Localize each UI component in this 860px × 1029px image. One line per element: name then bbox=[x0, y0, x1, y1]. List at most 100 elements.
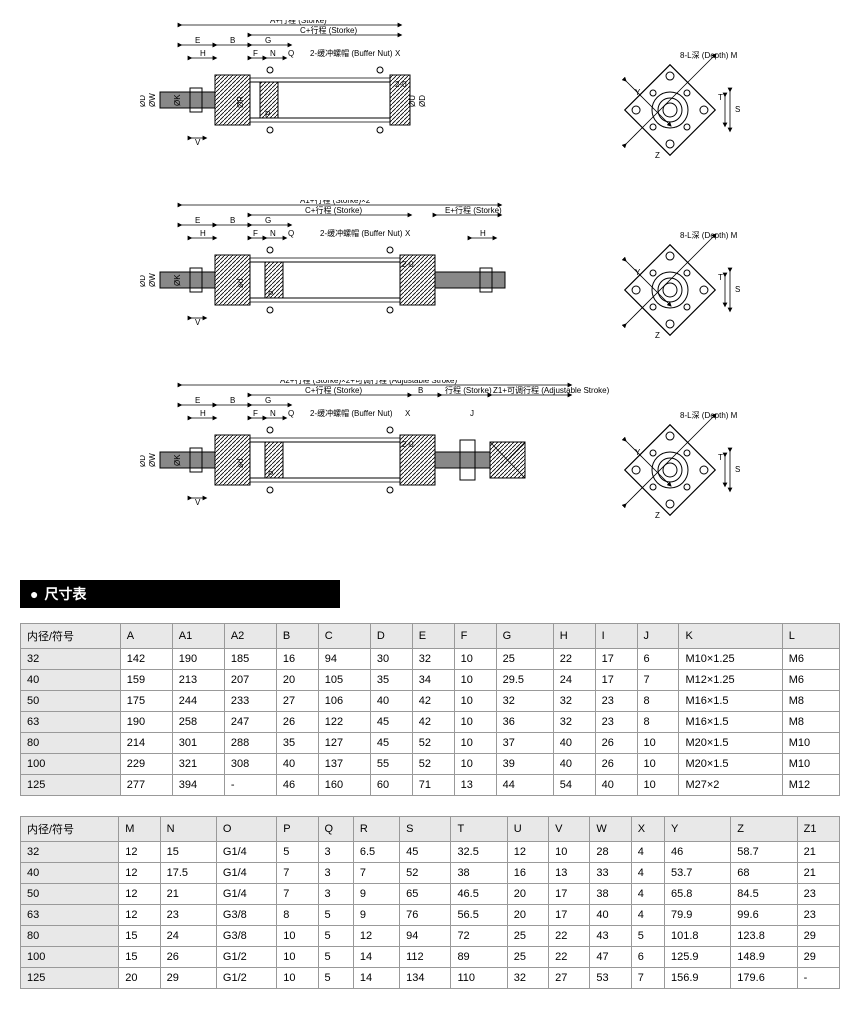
svg-text:ØU: ØU bbox=[408, 95, 417, 107]
svg-text:H: H bbox=[200, 49, 206, 58]
table-cell: 7 bbox=[277, 884, 318, 905]
table-cell: 8 bbox=[277, 905, 318, 926]
table-cell: 4 bbox=[631, 863, 664, 884]
svg-text:ØD: ØD bbox=[140, 275, 147, 287]
table-cell: 21 bbox=[160, 884, 216, 905]
table-header: X bbox=[631, 817, 664, 842]
dim-label: A1+行程 (Storke)×2 bbox=[300, 200, 371, 205]
svg-text:P: P bbox=[268, 290, 273, 299]
table-cell: 10 bbox=[454, 691, 496, 712]
svg-text:E: E bbox=[195, 216, 200, 225]
buffer-label: 2-缓冲螺帽 (Buffer Nut) bbox=[320, 228, 403, 238]
cylinder-side-view-2: A1+行程 (Storke)×2 C+行程 (Storke) E+行程 (Sto… bbox=[140, 200, 560, 350]
table-cell: 15 bbox=[119, 947, 160, 968]
table-cell: 17 bbox=[549, 884, 590, 905]
table-cell: G1/2 bbox=[216, 968, 276, 989]
svg-text:N: N bbox=[270, 229, 276, 238]
table-cell: 39 bbox=[496, 754, 553, 775]
svg-text:V: V bbox=[195, 138, 201, 147]
cylinder-end-view-3: 8-L深 (Depth) M Y Z S T bbox=[610, 410, 760, 530]
table-cell: 47 bbox=[590, 947, 631, 968]
table-cell: G1/4 bbox=[216, 884, 276, 905]
table-cell: 23 bbox=[595, 691, 637, 712]
svg-text:ØK: ØK bbox=[173, 94, 182, 106]
table-cell: 3 bbox=[318, 863, 353, 884]
table-cell: 42 bbox=[412, 691, 454, 712]
table-cell: 79.9 bbox=[664, 905, 730, 926]
table-cell: 7 bbox=[631, 968, 664, 989]
table-cell: 6 bbox=[631, 947, 664, 968]
dim-label: C+行程 (Storke) bbox=[305, 205, 362, 215]
cylinder-end-view-2: 8-L深 (Depth) M Y Z S T bbox=[610, 230, 760, 350]
dimensions-table-1: 内径/符号AA1A2BCDEFGHIJKL 321421901851694303… bbox=[20, 623, 840, 796]
table-cell: 26 bbox=[160, 947, 216, 968]
table-cell: 94 bbox=[318, 649, 370, 670]
table-row: 401217.5G1/47375238161333453.76821 bbox=[21, 863, 840, 884]
table-header: N bbox=[160, 817, 216, 842]
table-cell: 9 bbox=[353, 884, 399, 905]
table-row: 631223G3/88597656.5201740479.999.623 bbox=[21, 905, 840, 926]
table-row: 501221G1/47396546.5201738465.884.523 bbox=[21, 884, 840, 905]
svg-text:ød: ød bbox=[236, 279, 245, 288]
svg-text:ØW: ØW bbox=[148, 273, 157, 287]
table-cell: M16×1.5 bbox=[679, 712, 782, 733]
table-cell: 185 bbox=[224, 649, 276, 670]
table-cell: 20 bbox=[119, 968, 160, 989]
table-cell: 15 bbox=[119, 926, 160, 947]
table-cell: 110 bbox=[451, 968, 507, 989]
table-cell: M20×1.5 bbox=[679, 733, 782, 754]
table-cell: 10 bbox=[637, 754, 679, 775]
table-cell: 84.5 bbox=[731, 884, 797, 905]
table-cell: 5 bbox=[631, 926, 664, 947]
table-header: K bbox=[679, 624, 782, 649]
table-header: G bbox=[496, 624, 553, 649]
svg-text:ØK: ØK bbox=[173, 274, 182, 286]
table-cell: 10 bbox=[454, 733, 496, 754]
table-cell: 7 bbox=[353, 863, 399, 884]
table-cell: - bbox=[224, 775, 276, 796]
table-cell: 10 bbox=[454, 754, 496, 775]
table-cell: 175 bbox=[120, 691, 172, 712]
table-cell: 9 bbox=[353, 905, 399, 926]
table-header: B bbox=[276, 624, 318, 649]
table-cell: 12 bbox=[507, 842, 548, 863]
table-cell: 23 bbox=[797, 884, 839, 905]
table-cell: 159 bbox=[120, 670, 172, 691]
table-cell: 45 bbox=[370, 712, 412, 733]
svg-text:B: B bbox=[230, 396, 235, 405]
diagram-row-1: A+行程 (Storke) C+行程 (Storke) E B G H F N … bbox=[20, 20, 840, 190]
table-cell: 44 bbox=[496, 775, 553, 796]
table-cell: 20 bbox=[276, 670, 318, 691]
table-cell: 45 bbox=[400, 842, 451, 863]
table-cell: 3 bbox=[318, 884, 353, 905]
svg-text:T: T bbox=[718, 273, 723, 282]
dim-label: 行程 (Storke) bbox=[445, 385, 492, 395]
table-cell: 125 bbox=[21, 968, 119, 989]
cylinder-end-view-1: 8-L深 (Depth) M Y Z S T bbox=[610, 50, 760, 170]
table-row: 802143012883512745521037402610M20×1.5M10 bbox=[21, 733, 840, 754]
table-cell: 23 bbox=[160, 905, 216, 926]
table-cell: 24 bbox=[553, 670, 595, 691]
table-cell: 53.7 bbox=[664, 863, 730, 884]
table-cell: 76 bbox=[400, 905, 451, 926]
svg-text:ød: ød bbox=[236, 459, 245, 468]
table-cell: 63 bbox=[21, 905, 119, 926]
table-header: Z bbox=[731, 817, 797, 842]
table-header: D bbox=[370, 624, 412, 649]
svg-text:H: H bbox=[200, 409, 206, 418]
table-header: I bbox=[595, 624, 637, 649]
table-cell: M12 bbox=[782, 775, 839, 796]
table-cell: 277 bbox=[120, 775, 172, 796]
table-cell: 301 bbox=[172, 733, 224, 754]
table-cell: 42 bbox=[412, 712, 454, 733]
table-cell: 27 bbox=[549, 968, 590, 989]
table-cell: 37 bbox=[496, 733, 553, 754]
table-cell: 6 bbox=[637, 649, 679, 670]
svg-text:N: N bbox=[270, 49, 276, 58]
table-row: 63190258247261224542103632238M16×1.5M8 bbox=[21, 712, 840, 733]
table-cell: M10 bbox=[782, 754, 839, 775]
svg-text:2-0: 2-0 bbox=[402, 440, 414, 449]
table-row: 401592132072010535341029.524177M12×1.25M… bbox=[21, 670, 840, 691]
table-cell: 10 bbox=[549, 842, 590, 863]
table-header: F bbox=[454, 624, 496, 649]
